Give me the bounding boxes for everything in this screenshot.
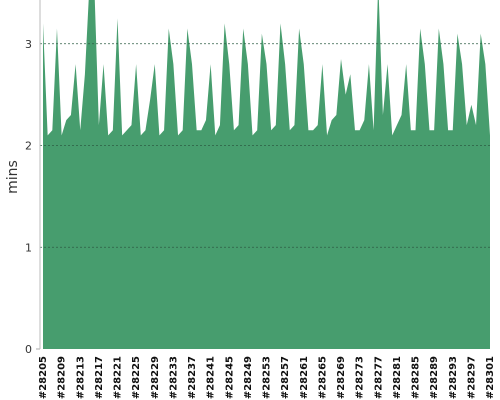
x-tick-label: #28293 [448, 356, 459, 399]
x-tick-label: #28237 [187, 356, 198, 399]
x-tick-label: #28241 [206, 356, 217, 399]
y-axis-label: mins [5, 160, 21, 194]
area [43, 0, 490, 349]
x-tick-label: #28289 [429, 356, 440, 399]
x-tick-label: #28285 [411, 356, 422, 399]
x-tick-label: #28297 [466, 356, 477, 399]
y-tick-label: 3 [25, 38, 32, 51]
x-tick-label: #28205 [38, 356, 49, 399]
x-tick-label: #28213 [75, 356, 86, 399]
x-tick-label: #28217 [94, 356, 105, 399]
y-tick-label: 0 [25, 343, 32, 356]
x-tick-label: #28233 [168, 356, 179, 399]
x-tick-label: #28265 [317, 356, 328, 399]
x-tick-label: #28253 [262, 356, 273, 399]
x-tick-label: #28301 [485, 356, 496, 399]
x-tick-label: #28281 [392, 356, 403, 399]
x-tick-label: #28269 [336, 356, 347, 399]
x-tick-label: #28221 [113, 356, 124, 399]
x-tick-label: #28273 [355, 356, 366, 399]
y-tick-label: 1 [25, 241, 32, 254]
x-tick-label: #28277 [373, 356, 384, 399]
x-tick-label: #28249 [243, 356, 254, 399]
x-tick-label: #28261 [299, 356, 310, 399]
x-tick-label: #28225 [131, 356, 142, 399]
x-tick-label: #28209 [57, 356, 68, 399]
y-tick-label: 2 [25, 140, 32, 153]
x-tick-label: #28245 [224, 356, 235, 399]
x-tick-label: #28257 [280, 356, 291, 399]
x-tick-label: #28229 [150, 356, 161, 399]
